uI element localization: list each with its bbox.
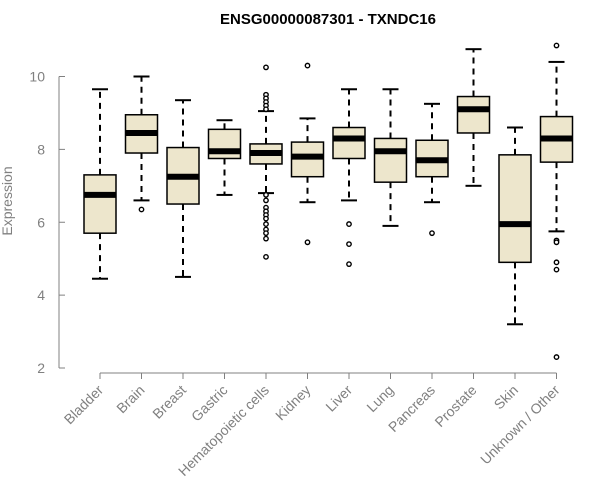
outlier-point — [304, 62, 311, 69]
outlier-point — [553, 266, 560, 273]
box-group — [83, 88, 117, 280]
x-tick-label: Lung — [363, 382, 396, 415]
chart-title: ENSG00000087301 - TXNDC16 — [220, 11, 436, 28]
box-group — [207, 119, 242, 196]
box-group — [539, 42, 574, 360]
outlier-point — [263, 106, 269, 113]
box-group — [124, 75, 159, 213]
y-tick-label: 6 — [37, 214, 45, 230]
outlier-point — [263, 64, 269, 71]
y-axis-label: Expression — [0, 166, 15, 235]
outlier-point — [553, 239, 560, 246]
outlier-point — [346, 241, 352, 248]
outlier-point — [429, 230, 435, 237]
outlier-point — [263, 197, 269, 204]
box-iqr — [498, 154, 532, 264]
x-tick-label: Prostate — [431, 382, 479, 430]
outlier-point — [263, 221, 269, 227]
x-tick-label: Liver — [322, 382, 355, 415]
box-group — [332, 88, 366, 268]
box-iqr — [373, 137, 408, 183]
box-iqr — [456, 95, 491, 134]
outlier-point — [263, 215, 269, 222]
box-iqr — [332, 126, 366, 160]
box-group — [415, 102, 449, 237]
box-group — [373, 88, 408, 227]
y-axis: 2 4 6 8 10 — [29, 69, 65, 376]
box-group — [456, 48, 491, 187]
x-tick-label: Kidney — [272, 382, 314, 424]
outlier-point — [263, 192, 269, 198]
outlier-point — [553, 354, 560, 360]
y-tick-label: 2 — [37, 360, 45, 376]
outlier-point — [263, 253, 269, 260]
box-group — [290, 62, 325, 246]
box-iqr — [83, 174, 117, 234]
y-tick-label: 10 — [29, 69, 45, 85]
outlier-point — [138, 206, 145, 213]
outlier-point — [263, 235, 269, 242]
x-tick-label: Skin — [491, 382, 522, 413]
y-tick-label: 4 — [37, 287, 45, 303]
box-series — [83, 42, 574, 360]
x-tick-label: Unknown / Other — [477, 382, 563, 468]
outlier-point — [263, 230, 269, 237]
outlier-point — [304, 239, 311, 246]
box-group — [498, 126, 532, 326]
box-group — [166, 99, 200, 278]
box-group — [249, 64, 283, 260]
outlier-point — [346, 261, 352, 268]
x-tick-label: Brain — [113, 382, 147, 416]
x-tick-label: Bladder — [61, 382, 107, 428]
outlier-point — [553, 259, 560, 266]
x-tick-label: Breast — [149, 382, 189, 422]
outlier-point — [553, 42, 560, 49]
y-tick-label: 8 — [37, 141, 45, 157]
outlier-point — [346, 221, 352, 227]
